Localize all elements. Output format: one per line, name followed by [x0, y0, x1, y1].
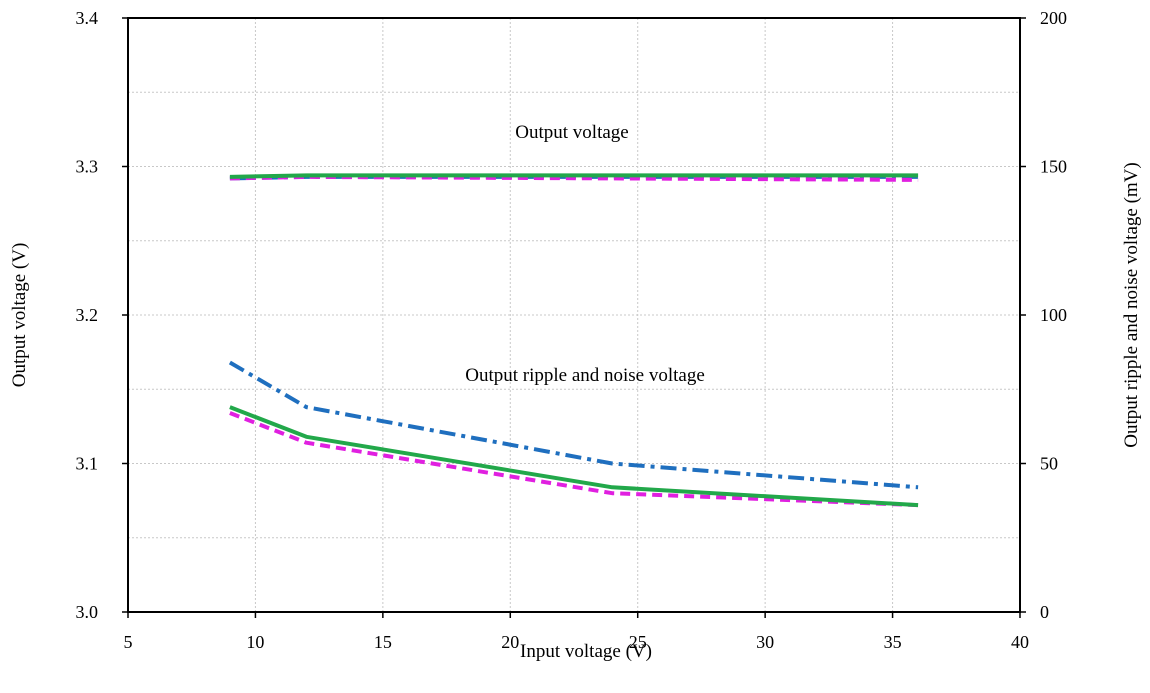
x-tick-label: 20 — [501, 632, 519, 652]
series-line-right-solid — [229, 405, 919, 508]
y-tick-label: 3.1 — [76, 454, 99, 474]
x-tick-label: 30 — [756, 632, 774, 652]
y-tick-label: 3.2 — [76, 305, 99, 325]
y2-tick-label: 100 — [1040, 305, 1067, 325]
y2-axis-title: Output ripple and noise voltage (mV) — [1121, 162, 1142, 447]
series-line-left-solid — [229, 173, 919, 179]
y-tick-label: 3.0 — [76, 602, 99, 622]
y2-tick-label: 50 — [1040, 454, 1058, 474]
x-tick-label: 25 — [629, 632, 647, 652]
y-tick-label: 3.4 — [76, 8, 99, 28]
x-tick-label: 40 — [1011, 632, 1029, 652]
x-tick-label: 35 — [884, 632, 902, 652]
x-tick-label: 10 — [246, 632, 264, 652]
y-axis-title: Output voltage (V) — [9, 243, 30, 388]
x-tick-label: 5 — [124, 632, 133, 652]
series-line-right-dashed — [229, 411, 919, 508]
y2-tick-label: 0 — [1040, 602, 1049, 622]
x-tick-label: 15 — [374, 632, 392, 652]
annotation-output-voltage: Output voltage — [515, 122, 628, 143]
annotation-ripple: Output ripple and noise voltage — [465, 365, 705, 386]
series-line-right-dashdot — [228, 360, 919, 490]
x-axis-title: Input voltage (V) — [520, 641, 652, 662]
y-tick-label: 3.3 — [76, 157, 99, 177]
y2-tick-label: 200 — [1040, 8, 1067, 28]
y2-tick-label: 150 — [1040, 157, 1067, 177]
